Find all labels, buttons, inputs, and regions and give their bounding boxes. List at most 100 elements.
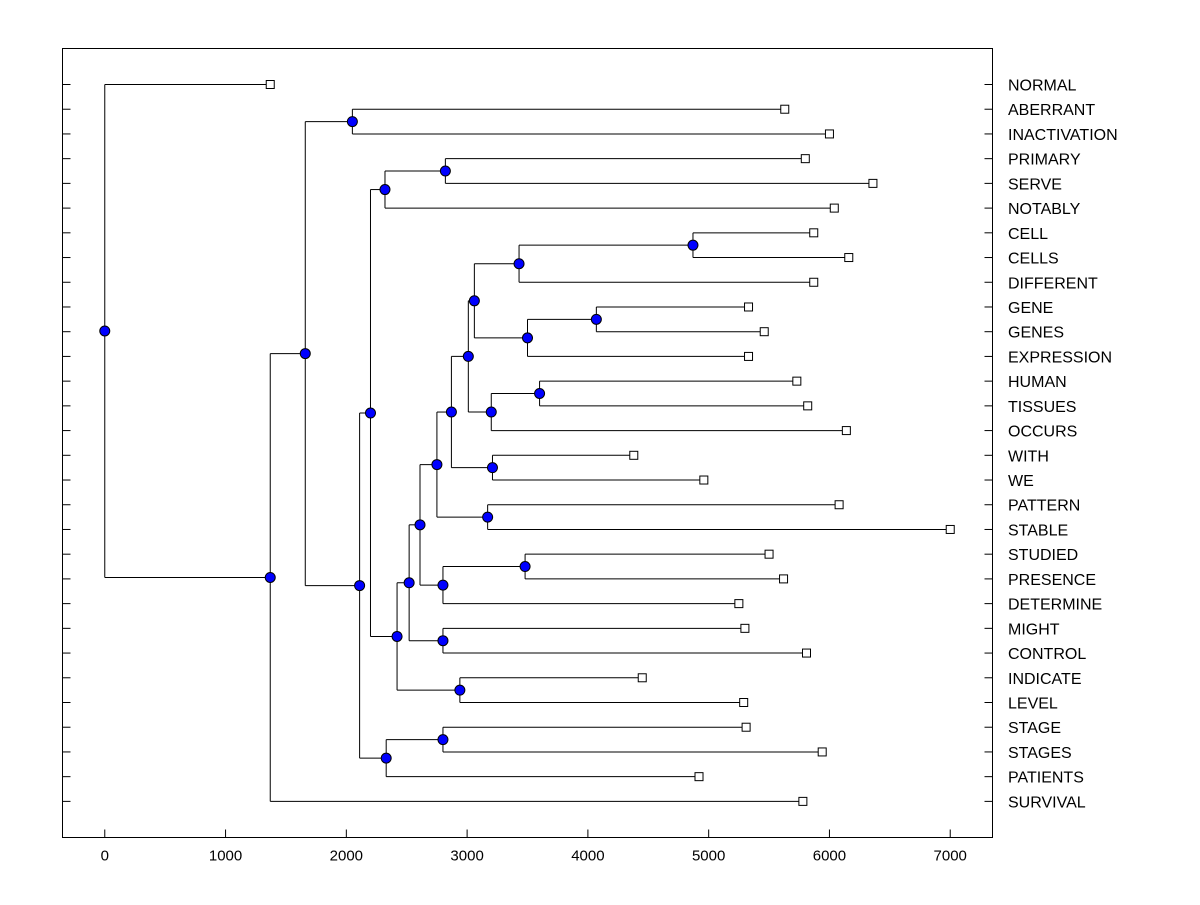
- merge-node: [99, 325, 111, 337]
- leaf-marker: [824, 129, 834, 139]
- leaf-label: GENE: [1008, 300, 1053, 317]
- x-tick-label: 6000: [813, 848, 846, 865]
- leaf-marker: [265, 80, 275, 89]
- x-tick-labels: 0 1000 2000 3000 4000 5000 6000 7000: [101, 848, 967, 865]
- leaf-label: CELL: [1008, 226, 1048, 243]
- merge-node: [299, 348, 311, 360]
- merge-node: [354, 580, 366, 592]
- x-tick-label: 3000: [450, 848, 483, 865]
- merge-node: [437, 635, 449, 647]
- leaf-label: PATTERN: [1008, 498, 1080, 515]
- merge-node: [380, 752, 392, 764]
- merge-nodes: [99, 116, 699, 764]
- leaf-label: PRESENCE: [1008, 572, 1096, 589]
- leaf-marker: [764, 549, 774, 559]
- leaf-marker: [809, 277, 819, 287]
- merge-node: [454, 684, 466, 696]
- axis-ticks: [62, 84, 993, 838]
- leaf-label: PRIMARY: [1008, 152, 1081, 169]
- leaf-marker: [803, 401, 813, 411]
- leaf-label: CELLS: [1008, 251, 1059, 268]
- leaf-label: DETERMINE: [1008, 597, 1102, 614]
- leaf-label: SERVE: [1008, 176, 1062, 193]
- merge-node: [519, 561, 531, 573]
- merge-node: [264, 571, 276, 583]
- leaf-label: CONTROL: [1008, 646, 1086, 663]
- merge-node: [513, 258, 525, 270]
- merge-node: [403, 577, 415, 589]
- leaf-label: NOTABLY: [1008, 201, 1081, 218]
- leaf-label: STAGES: [1008, 745, 1072, 762]
- leaf-label: PATIENTS: [1008, 770, 1084, 787]
- leaf-label: STUDIED: [1008, 547, 1078, 564]
- leaf-label: MIGHT: [1008, 621, 1060, 638]
- merge-node: [431, 459, 443, 471]
- x-tick-label: 4000: [571, 848, 604, 865]
- merge-node: [437, 734, 449, 746]
- branches: [104, 84, 951, 802]
- merge-node: [687, 239, 699, 251]
- leaf-label: INDICATE: [1008, 671, 1081, 688]
- leaf-marker: [809, 228, 819, 238]
- leaf-label: WE: [1008, 473, 1034, 490]
- leaf-label: EXPRESSION: [1008, 349, 1112, 366]
- merge-node: [346, 116, 358, 128]
- merge-node: [522, 332, 533, 344]
- leaf-marker: [741, 722, 751, 732]
- x-tick-label: 2000: [330, 848, 363, 865]
- leaf-markers: [265, 80, 955, 806]
- leaf-marker: [802, 648, 811, 658]
- plot-frame: [62, 48, 993, 838]
- merge-node: [445, 406, 457, 418]
- leaf-label: HUMAN: [1008, 374, 1067, 391]
- leaf-marker: [829, 203, 839, 213]
- x-tick-label: 7000: [934, 848, 967, 865]
- merge-node: [468, 295, 480, 307]
- merge-node: [391, 630, 403, 642]
- leaf-marker: [945, 524, 955, 534]
- leaf-marker: [637, 673, 647, 683]
- x-tick-label: 0: [101, 848, 109, 865]
- merge-node: [590, 313, 602, 325]
- merge-node: [534, 388, 546, 399]
- leaf-label: OCCURS: [1008, 424, 1077, 441]
- leaf-label: ABERRANT: [1008, 102, 1095, 119]
- leaf-marker: [734, 599, 744, 609]
- leaf-marker: [744, 302, 754, 312]
- leaf-label: TISSUES: [1008, 399, 1076, 416]
- leaf-marker: [798, 796, 808, 806]
- leaf-labels: NORMAL ABERRANT INACTIVATION PRIMARY SERVE NO…: [1008, 78, 1118, 812]
- leaf-marker: [629, 450, 639, 460]
- merge-node: [462, 350, 474, 362]
- x-tick-label: 1000: [209, 848, 242, 865]
- leaf-marker: [740, 623, 750, 633]
- leaf-label: STAGE: [1008, 720, 1061, 737]
- merge-node: [486, 462, 498, 474]
- leaf-label: INACTIVATION: [1008, 127, 1118, 144]
- leaf-marker: [792, 376, 802, 386]
- leaf-marker: [699, 475, 709, 485]
- leaf-label: WITH: [1008, 448, 1049, 465]
- merge-node: [485, 406, 497, 418]
- leaf-label: LEVEL: [1008, 696, 1058, 713]
- leaf-marker: [759, 327, 769, 337]
- leaf-marker: [739, 698, 749, 707]
- leaf-marker: [800, 154, 810, 164]
- leaf-marker: [868, 178, 878, 188]
- merge-node: [437, 579, 449, 591]
- leaf-marker: [780, 104, 790, 114]
- x-tick-label: 5000: [692, 848, 725, 865]
- leaf-marker: [817, 747, 827, 757]
- leaf-label: GENES: [1008, 325, 1064, 342]
- merge-node: [482, 511, 494, 523]
- leaf-label: SURVIVAL: [1008, 794, 1086, 811]
- leaf-label: DIFFERENT: [1008, 275, 1098, 292]
- merge-node: [379, 184, 391, 196]
- merge-node: [414, 519, 426, 531]
- leaf-marker: [834, 500, 844, 510]
- leaf-marker: [744, 351, 754, 361]
- merge-node: [439, 165, 451, 177]
- leaf-label: NORMAL: [1008, 78, 1077, 95]
